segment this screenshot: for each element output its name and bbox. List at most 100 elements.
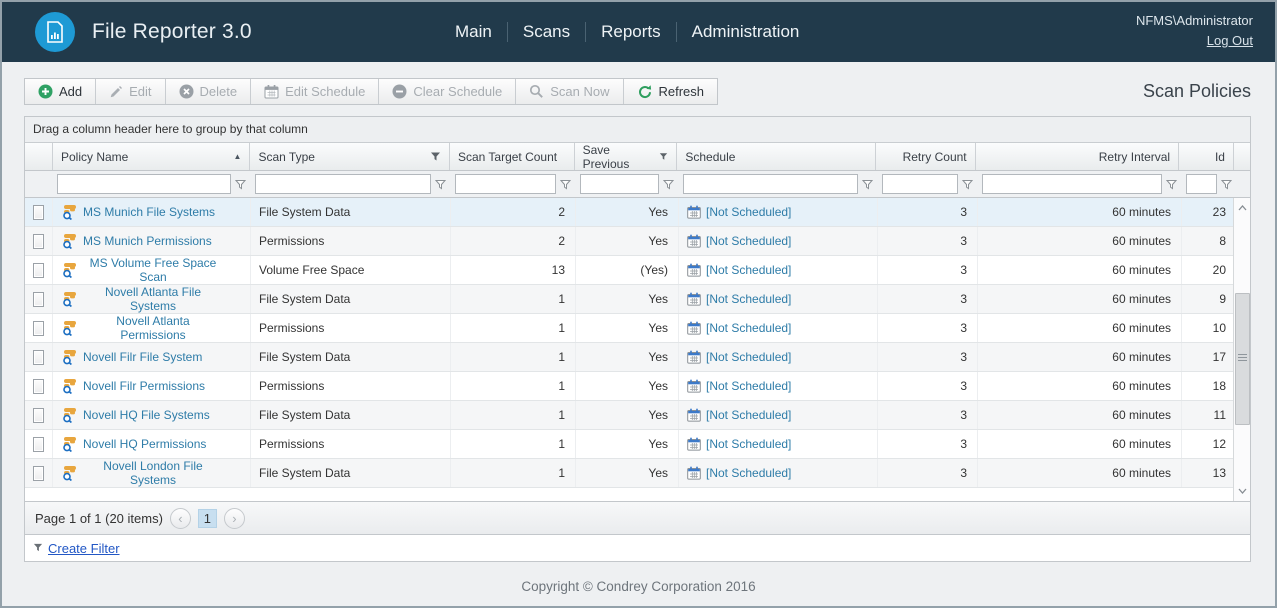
scrollbar-thumb[interactable]	[1235, 293, 1250, 425]
filter-funnel-icon[interactable]	[1220, 177, 1233, 191]
toolbar-row: Add Edit Delete Edit Schedule Cl	[24, 78, 1251, 105]
next-page-button[interactable]: ›	[224, 508, 245, 529]
column-header-retry-interval[interactable]: Retry Interval	[976, 143, 1179, 170]
table-row[interactable]: Novell Atlanta File SystemsFile System D…	[25, 285, 1237, 314]
edit-schedule-button[interactable]: Edit Schedule	[251, 79, 379, 104]
calendar-icon	[687, 292, 701, 306]
policy-name-link[interactable]: Novell London File Systems	[83, 459, 223, 487]
schedule-link[interactable]: [Not Scheduled]	[706, 292, 791, 306]
policy-name-link[interactable]: MS Volume Free Space Scan	[83, 256, 223, 284]
filter-funnel-icon[interactable]	[861, 177, 874, 191]
scroll-down-icon[interactable]	[1234, 483, 1250, 499]
retry-interval-cell: 60 minutes	[978, 198, 1182, 226]
row-checkbox[interactable]	[33, 263, 44, 278]
policy-name-link[interactable]: Novell Filr File System	[83, 350, 202, 364]
filter-funnel-icon[interactable]	[1165, 177, 1178, 191]
scroll-up-icon[interactable]	[1234, 200, 1250, 216]
id-cell: 13	[1182, 459, 1237, 487]
retry-interval-cell: 60 minutes	[978, 227, 1182, 255]
row-checkbox[interactable]	[33, 205, 44, 220]
policy-name-link[interactable]: Novell Filr Permissions	[83, 379, 205, 393]
page-number-button[interactable]: 1	[198, 509, 217, 528]
column-header-id[interactable]: Id	[1179, 143, 1234, 170]
policy-name-link[interactable]: Novell HQ Permissions	[83, 437, 206, 451]
table-row[interactable]: Novell HQ PermissionsPermissions1Yes[Not…	[25, 430, 1237, 459]
filter-input-retry-interval[interactable]	[982, 174, 1162, 194]
filter-funnel-icon[interactable]	[559, 177, 572, 191]
schedule-link[interactable]: [Not Scheduled]	[706, 379, 791, 393]
column-header-schedule[interactable]: Schedule	[677, 143, 875, 170]
logout-link[interactable]: Log Out	[1207, 33, 1253, 48]
id-cell: 12	[1182, 430, 1237, 458]
row-checkbox[interactable]	[33, 437, 44, 452]
nav-item-main[interactable]: Main	[440, 22, 507, 42]
scan-type-cell: File System Data	[251, 401, 451, 429]
table-row[interactable]: Novell London File Systems File System Da…	[25, 459, 1237, 488]
schedule-link[interactable]: [Not Scheduled]	[706, 350, 791, 364]
table-row[interactable]: Novell Filr PermissionsPermissions1Yes[N…	[25, 372, 1237, 401]
policy-name-link[interactable]: MS Munich File Systems	[83, 205, 215, 219]
row-checkbox[interactable]	[33, 379, 44, 394]
column-header-scan-target-count[interactable]: Scan Target Count	[450, 143, 575, 170]
filter-input-schedule[interactable]	[683, 174, 858, 194]
row-checkbox[interactable]	[33, 321, 44, 336]
schedule-link[interactable]: [Not Scheduled]	[706, 466, 791, 480]
table-row[interactable]: MS Munich PermissionsPermissions2Yes[Not…	[25, 227, 1237, 256]
scan-type-cell: File System Data	[251, 459, 451, 487]
schedule-link[interactable]: [Not Scheduled]	[706, 205, 791, 219]
row-checkbox[interactable]	[33, 466, 44, 481]
vertical-scrollbar[interactable]	[1233, 198, 1250, 501]
schedule-link[interactable]: [Not Scheduled]	[706, 408, 791, 422]
filter-funnel-icon[interactable]	[234, 177, 247, 191]
prev-page-button[interactable]: ‹	[170, 508, 191, 529]
schedule-link[interactable]: [Not Scheduled]	[706, 234, 791, 248]
row-checkbox[interactable]	[33, 292, 44, 307]
filter-funnel-icon[interactable]	[662, 177, 675, 191]
column-header-policy-name[interactable]: Policy Name ▲	[53, 143, 250, 170]
nav-item-reports[interactable]: Reports	[585, 22, 676, 42]
policy-name-link[interactable]: MS Munich Permissions	[83, 234, 212, 248]
policy-name-link[interactable]: Novell Atlanta Permissions	[83, 314, 223, 342]
nav-item-administration[interactable]: Administration	[676, 22, 815, 42]
create-filter-link[interactable]: Create Filter	[48, 541, 120, 556]
filter-funnel-icon[interactable]	[659, 151, 668, 162]
column-header-scan-type[interactable]: Scan Type	[250, 143, 449, 170]
row-checkbox[interactable]	[33, 350, 44, 365]
scan-target-count-cell: 1	[451, 401, 576, 429]
policy-name-link[interactable]: Novell Atlanta File Systems	[83, 285, 223, 313]
nav-item-scans[interactable]: Scans	[507, 22, 585, 42]
scan-policy-icon	[61, 262, 78, 278]
row-checkbox[interactable]	[33, 234, 44, 249]
policy-name-link[interactable]: Novell HQ File Systems	[83, 408, 210, 422]
table-row[interactable]: Novell Atlanta PermissionsPermissions1Ye…	[25, 314, 1237, 343]
schedule-link[interactable]: [Not Scheduled]	[706, 321, 791, 335]
filter-input-id[interactable]	[1186, 174, 1217, 194]
scan-policy-icon	[61, 349, 78, 365]
table-row[interactable]: Novell HQ File SystemsFile System Data1Y…	[25, 401, 1237, 430]
filter-input-retry-count[interactable]	[882, 174, 958, 194]
filter-input-scan-type[interactable]	[255, 174, 431, 194]
row-checkbox[interactable]	[33, 408, 44, 423]
schedule-cell: [Not Scheduled]	[679, 198, 878, 226]
schedule-link[interactable]: [Not Scheduled]	[706, 263, 791, 277]
table-row[interactable]: MS Munich File SystemsFile System Data2Y…	[25, 198, 1237, 227]
scan-target-count-cell: 13	[451, 256, 576, 284]
filter-input-policy-name[interactable]	[57, 174, 231, 194]
edit-button[interactable]: Edit	[96, 79, 165, 104]
filter-funnel-icon[interactable]	[961, 177, 974, 191]
filter-funnel-icon[interactable]	[434, 177, 447, 191]
filter-funnel-icon[interactable]	[430, 151, 441, 162]
column-header-retry-count[interactable]: Retry Count	[876, 143, 976, 170]
schedule-link[interactable]: [Not Scheduled]	[706, 437, 791, 451]
filter-input-save-previous[interactable]	[580, 174, 659, 194]
delete-button[interactable]: Delete	[166, 79, 252, 104]
table-row[interactable]: MS Volume Free Space ScanVolume Free Spa…	[25, 256, 1237, 285]
clear-schedule-button[interactable]: Clear Schedule	[379, 79, 516, 104]
group-by-bar[interactable]: Drag a column header here to group by th…	[25, 117, 1250, 143]
column-header-save-previous[interactable]: Save Previous	[575, 143, 678, 170]
filter-input-scan-target-count[interactable]	[455, 174, 556, 194]
add-button[interactable]: Add	[25, 79, 96, 104]
scan-now-button[interactable]: Scan Now	[516, 79, 623, 104]
table-row[interactable]: Novell Filr File SystemFile System Data1…	[25, 343, 1237, 372]
refresh-button[interactable]: Refresh	[624, 79, 718, 104]
